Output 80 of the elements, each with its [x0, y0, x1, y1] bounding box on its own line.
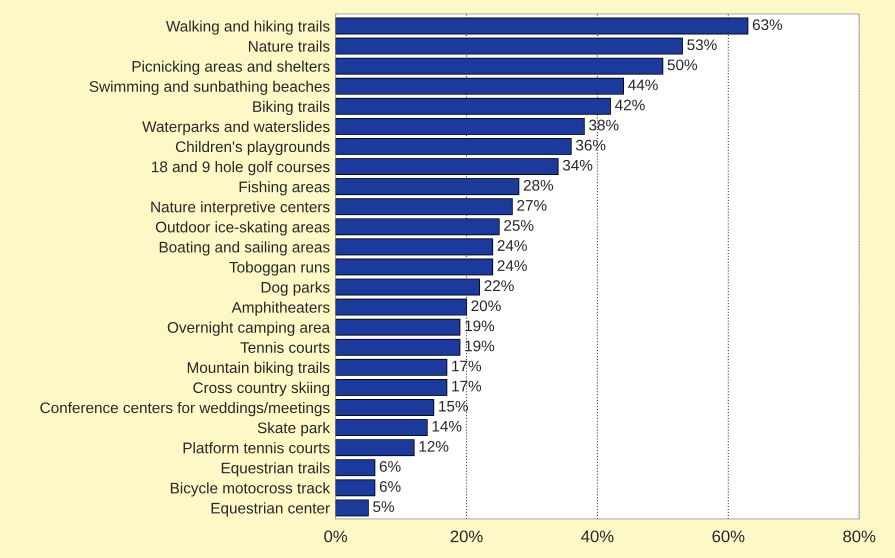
y-tick-label: Picnicking areas and shelters: [132, 60, 330, 75]
data-label: 24%: [498, 240, 527, 251]
bar: [336, 138, 572, 155]
data-label: 24%: [498, 260, 527, 271]
data-label: 12%: [419, 440, 448, 452]
data-label: 17%: [452, 380, 482, 392]
y-tick-label: Equestrian trails: [222, 462, 330, 476]
y-tick-label: Toboggan runs: [229, 261, 330, 276]
bar: [336, 358, 448, 376]
data-label: 6%: [380, 481, 401, 492]
bar: [336, 78, 624, 95]
bar: [336, 238, 494, 256]
data-label: 38%: [589, 120, 619, 130]
data-label: 42%: [615, 100, 645, 110]
bar: [336, 479, 376, 496]
bar: [336, 459, 376, 476]
y-tick-label: Fishing areas: [240, 181, 330, 196]
bar: [336, 258, 494, 276]
bar: [336, 399, 434, 416]
x-tick-label: 40%: [581, 530, 614, 542]
y-tick-label: 18 and 9 hole golf courses: [152, 161, 330, 176]
data-label: 20%: [471, 300, 501, 312]
bar: [336, 419, 428, 436]
x-tick-label: 80%: [843, 530, 876, 542]
y-tick-label: Walking and hiking trails: [166, 20, 330, 35]
bar: [336, 178, 520, 196]
data-label: 44%: [628, 80, 658, 90]
y-tick-label: Nature trails: [248, 40, 330, 52]
bar: [336, 38, 683, 55]
data-label: 25%: [504, 220, 534, 231]
y-tick-label: Equestrian center: [212, 502, 330, 517]
data-label: 17%: [452, 360, 482, 372]
bar: [336, 18, 748, 34]
y-tick-label: Dog parks: [262, 281, 330, 296]
y-tick-label: Swimming and sunbathing beaches: [90, 80, 330, 95]
x-tick-label: 20%: [450, 530, 483, 542]
y-tick-label: Bicycle motocross track: [170, 482, 330, 497]
bar: [336, 378, 448, 396]
data-label: 5%: [373, 501, 394, 512]
bar: [336, 298, 467, 316]
data-label: 63%: [752, 19, 782, 30]
bar: [336, 499, 369, 516]
bar: [336, 278, 480, 296]
y-tick-label: Outdoor ice-skating areas: [156, 221, 330, 236]
y-tick-label: Boating and sailing areas: [160, 241, 330, 256]
bar: [336, 158, 559, 176]
y-tick-label: Amphitheaters: [232, 302, 330, 316]
y-tick-label: Tennis courts: [240, 342, 330, 353]
x-tick-label: 0%: [324, 530, 348, 542]
y-tick-label: Platform tennis courts: [184, 442, 330, 454]
y-tick-label: Overnight camping area: [168, 322, 330, 336]
data-label: 6%: [380, 461, 401, 472]
bar: [336, 98, 611, 115]
data-label: 15%: [439, 400, 468, 412]
data-label: 22%: [484, 280, 514, 292]
data-label: 28%: [524, 180, 554, 191]
bar: [336, 338, 460, 356]
y-tick-label: Nature interpretive centers: [151, 201, 330, 216]
bar: [336, 218, 500, 236]
data-label: 27%: [517, 200, 547, 211]
data-label: 53%: [687, 39, 717, 50]
bar: [336, 198, 513, 216]
y-tick-label: Children's playgrounds: [176, 140, 330, 156]
bar: [336, 58, 664, 75]
data-label: 50%: [668, 59, 698, 70]
y-tick-label: Skate park: [258, 422, 330, 436]
bar: [336, 439, 415, 456]
data-label: 34%: [562, 160, 592, 171]
y-tick-label: Waterparks and waterslides: [142, 120, 330, 136]
y-tick-label: Biking trails: [253, 100, 330, 116]
data-label: 19%: [465, 340, 494, 352]
y-tick-label: Cross country skiing: [193, 382, 330, 396]
data-label: 19%: [465, 320, 494, 332]
y-tick-label: Mountain biking trails: [188, 362, 330, 376]
x-tick-label: 60%: [712, 530, 744, 542]
bar: [336, 318, 460, 336]
data-label: 36%: [576, 140, 606, 151]
bar: [336, 118, 585, 135]
y-tick-label: Conference centers for weddings/meetings: [40, 402, 330, 416]
data-label: 14%: [432, 420, 462, 432]
